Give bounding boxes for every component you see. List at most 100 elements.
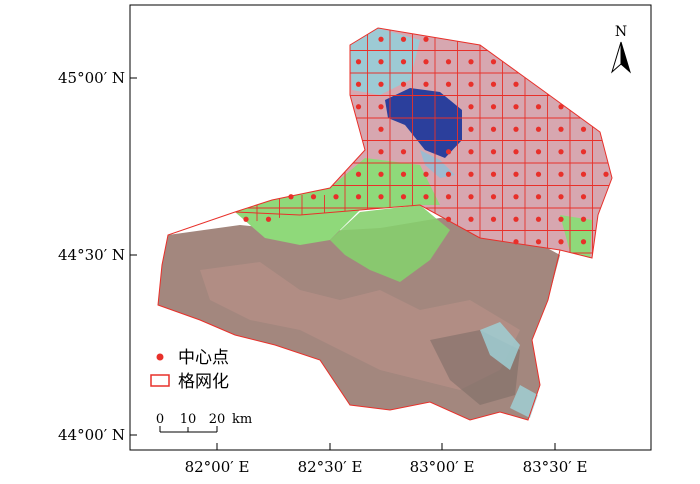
vegetation-east <box>560 215 592 258</box>
center-point <box>513 194 519 200</box>
center-point <box>468 171 474 177</box>
center-point <box>513 149 519 155</box>
center-point <box>468 59 474 65</box>
lat-label: 44°30′ N <box>58 246 125 264</box>
center-point <box>513 104 519 110</box>
center-point <box>535 149 542 155</box>
center-point <box>310 194 317 200</box>
center-point <box>468 126 474 132</box>
center-point <box>558 216 564 222</box>
center-point <box>333 194 339 200</box>
center-point <box>445 171 452 177</box>
scale-unit: km <box>232 412 252 427</box>
lat-label: 45°00′ N <box>58 69 125 87</box>
center-point <box>490 126 497 132</box>
center-point <box>400 36 407 42</box>
center-point <box>445 194 452 200</box>
center-point <box>400 149 407 155</box>
center-point <box>423 59 429 65</box>
center-point <box>355 59 362 65</box>
lon-label: 83°30′ E <box>523 458 588 476</box>
center-point <box>490 149 497 155</box>
center-point <box>580 171 587 177</box>
center-point <box>468 104 474 110</box>
center-point <box>490 171 497 177</box>
center-points <box>243 36 609 245</box>
center-point <box>355 81 362 87</box>
center-point <box>378 126 384 132</box>
center-point <box>468 81 474 87</box>
center-point <box>378 194 384 200</box>
center-point <box>400 171 407 177</box>
center-point <box>490 194 497 200</box>
center-point <box>378 59 384 65</box>
center-point <box>558 239 564 245</box>
center-point <box>535 104 542 110</box>
center-point <box>558 104 564 110</box>
center-point <box>400 194 407 200</box>
center-point <box>513 239 519 245</box>
vegetation-patch <box>330 205 450 282</box>
center-point <box>603 171 609 177</box>
north-label: N <box>615 24 627 40</box>
legend-grid-icon <box>150 374 170 387</box>
center-point <box>400 59 407 65</box>
center-point <box>243 216 249 222</box>
center-point <box>288 194 294 200</box>
center-point <box>265 216 272 222</box>
scale-tick-label: 10 <box>180 412 197 427</box>
center-point <box>535 194 542 200</box>
center-point <box>580 194 587 200</box>
center-point <box>468 194 474 200</box>
lon-label: 83°00′ E <box>410 458 475 476</box>
center-point <box>580 149 587 155</box>
center-point <box>468 149 474 155</box>
center-point <box>468 216 474 222</box>
north-arrow-icon: N <box>611 24 631 74</box>
center-point <box>490 216 497 222</box>
center-point <box>423 81 429 87</box>
center-point <box>378 36 384 42</box>
center-point <box>400 81 407 87</box>
center-point <box>535 216 542 222</box>
center-point <box>513 171 519 177</box>
center-point <box>355 104 362 110</box>
center-point <box>490 59 497 65</box>
center-point <box>423 36 429 42</box>
center-point <box>445 149 452 155</box>
legend-grid-label: 格网化 <box>178 372 229 392</box>
legend-point-icon <box>156 353 164 361</box>
center-point <box>535 171 542 177</box>
lake-shore <box>420 150 455 178</box>
internal-boundary <box>234 204 561 251</box>
center-point <box>513 126 519 132</box>
lon-label: 82°00′ E <box>185 458 250 476</box>
center-point <box>355 194 362 200</box>
center-point <box>378 149 384 155</box>
vegetation-belt <box>235 158 440 245</box>
center-point <box>513 81 519 87</box>
center-point <box>423 194 429 200</box>
center-point <box>378 171 384 177</box>
center-point <box>378 104 384 110</box>
center-point <box>558 126 564 132</box>
scale-tick-label: 20 <box>209 412 226 427</box>
center-point <box>445 216 452 222</box>
center-point <box>580 239 587 245</box>
center-point <box>558 149 564 155</box>
center-point <box>490 81 497 87</box>
center-point <box>445 81 452 87</box>
center-point <box>580 216 587 222</box>
center-point <box>535 239 542 245</box>
center-point <box>558 171 564 177</box>
legend-point-label: 中心点 <box>178 348 229 368</box>
center-point <box>580 126 587 132</box>
center-point <box>445 59 452 65</box>
scale-tick-label: 0 <box>156 412 164 427</box>
lat-label: 44°00′ N <box>58 426 125 444</box>
center-point <box>355 171 362 177</box>
center-point <box>490 104 497 110</box>
center-point <box>558 194 564 200</box>
center-point <box>378 81 384 87</box>
